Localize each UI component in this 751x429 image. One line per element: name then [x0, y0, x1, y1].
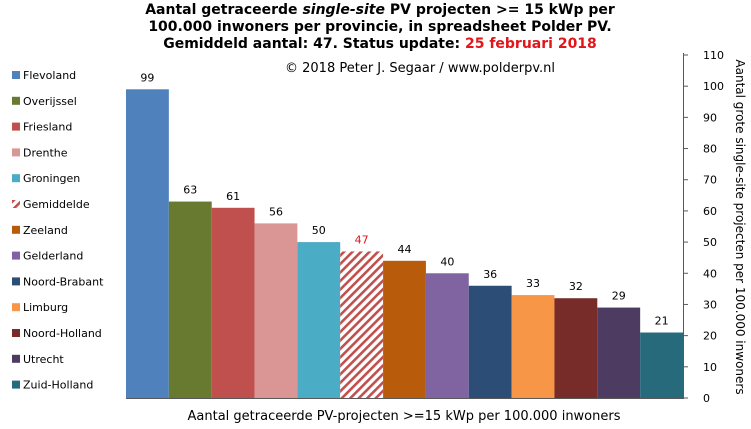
legend-label: Friesland	[23, 121, 72, 134]
title-line-1-italic: single-site	[302, 2, 385, 18]
legend-label: Flevoland	[23, 69, 76, 82]
legend-label: Noord-Brabant	[23, 275, 104, 288]
bar-value-label: 50	[312, 224, 326, 237]
y-axis-label: Aantal grote single-site projecten per 1…	[733, 59, 747, 394]
bar-value-label: 44	[398, 243, 412, 256]
legend-label: Gelderland	[23, 250, 83, 263]
legend-swatch	[12, 71, 20, 79]
legend-item-utrecht: Utrecht	[12, 353, 64, 366]
legend-swatch	[12, 303, 20, 312]
legend-label: Gemiddelde	[23, 198, 90, 211]
legend-item-flevoland: Flevoland	[12, 69, 76, 82]
bar-value-label: 21	[655, 315, 669, 328]
title-line-1: Aantal getraceerde single-site PV projec…	[60, 2, 700, 19]
legend-item-noord-holland: Noord-Holland	[12, 327, 102, 340]
legend-swatch	[12, 329, 20, 337]
y-tick-label: 80	[703, 143, 717, 156]
title-line-3-a: Gemiddeld aantal: 47. Status update:	[163, 36, 465, 52]
bar-value-label: 99	[140, 71, 154, 84]
legend-item-friesland: Friesland	[12, 121, 72, 134]
bar-value-label: 29	[612, 290, 626, 303]
legend-item-groningen: Groningen	[12, 172, 80, 185]
legend-label: Limburg	[23, 301, 68, 314]
y-tick-label: 70	[703, 174, 717, 187]
legend: Flevoland Overijssel Friesland Drenthe Groni…	[12, 69, 104, 392]
legend-swatch	[12, 96, 20, 105]
bar-noord-brabant	[468, 285, 512, 398]
legend-swatch	[12, 148, 20, 157]
legend-swatch	[12, 277, 20, 286]
bar-gemiddelde	[340, 251, 384, 398]
bar-value-label: 36	[483, 268, 497, 281]
legend-label: Zuid-Holland	[23, 379, 93, 392]
bar-value-label: 63	[183, 184, 197, 197]
bar-utrecht	[597, 307, 641, 398]
legend-swatch	[12, 225, 20, 234]
y-tick-label: 60	[703, 205, 717, 218]
bar-groningen	[297, 242, 341, 398]
legend-item-zuid-holland: Zuid-Holland	[12, 379, 93, 392]
y-tick-label: 110	[703, 49, 724, 62]
bars-group	[126, 89, 683, 399]
title-line-2: 100.000 inwoners per provincie, in sprea…	[148, 19, 612, 35]
y-tick-label: 0	[703, 392, 710, 405]
y-tick-label: 20	[703, 330, 717, 343]
title-line-1-c: PV projecten >= 15 kWp per	[384, 2, 615, 18]
bar-value-label: 56	[269, 205, 283, 218]
y-tick-label: 10	[703, 361, 717, 374]
legend-item-limburg: Limburg	[12, 301, 68, 314]
bar-flevoland	[126, 89, 169, 399]
bar-value-label: 32	[569, 280, 583, 293]
legend-swatch	[12, 251, 20, 260]
legend-item-zeeland: Zeeland	[12, 224, 68, 237]
bar-zuid-holland	[640, 332, 683, 398]
legend-item-gelderland: Gelderland	[12, 250, 83, 263]
bar-value-label: 61	[226, 190, 240, 203]
bar-value-label: 47	[355, 233, 369, 246]
y-tick-label: 30	[703, 298, 717, 311]
y-axis: 0 10 20 30 40 50 60 70 80 90 100 110	[126, 49, 724, 405]
bar-labels-group: 99 63 61 56 50 47 44 40 36 33 32 29 21	[140, 71, 668, 327]
legend-label: Groningen	[23, 172, 80, 185]
legend-label: Drenthe	[23, 146, 68, 159]
title-line-3: Gemiddeld aantal: 47. Status update: 25 …	[60, 36, 700, 53]
bar-friesland	[211, 207, 255, 398]
bar-gelderland	[425, 273, 469, 398]
y-tick-label: 100	[703, 80, 724, 93]
bar-limburg	[511, 295, 555, 398]
update-date: 25 februari 2018	[464, 36, 597, 52]
bar-zeeland	[383, 260, 426, 398]
bar-value-label: 40	[440, 255, 454, 268]
y-tick-label: 40	[703, 267, 717, 280]
legend-item-drenthe: Drenthe	[12, 146, 68, 159]
bar-overijssel	[168, 201, 212, 398]
legend-swatch	[12, 354, 20, 363]
legend-label: Overijssel	[23, 95, 77, 108]
bar-drenthe	[254, 223, 298, 398]
legend-label: Utrecht	[23, 353, 64, 366]
legend-label: Zeeland	[23, 224, 68, 237]
y-tick-label: 90	[703, 111, 717, 124]
legend-swatch	[12, 122, 20, 131]
bar-noord-holland	[554, 298, 598, 398]
copyright-notice: © 2018 Peter J. Segaar / www.polderpv.nl	[285, 61, 555, 76]
legend-swatch	[12, 174, 20, 183]
legend-item-gemiddelde: Gemiddelde	[12, 198, 90, 211]
bar-value-label: 33	[526, 277, 540, 290]
title-line-1-a: Aantal getraceerde	[145, 2, 303, 18]
legend-swatch	[12, 200, 20, 208]
x-axis-label: Aantal getraceerde PV-projecten >=15 kWp…	[188, 409, 621, 424]
legend-item-noord-brabant: Noord-Brabant	[12, 275, 104, 288]
chart-title: Aantal getraceerde single-site PV projec…	[60, 2, 700, 53]
legend-swatch	[12, 380, 20, 389]
legend-label: Noord-Holland	[23, 327, 102, 340]
legend-item-overijssel: Overijssel	[12, 95, 77, 108]
y-tick-label: 50	[703, 236, 717, 249]
